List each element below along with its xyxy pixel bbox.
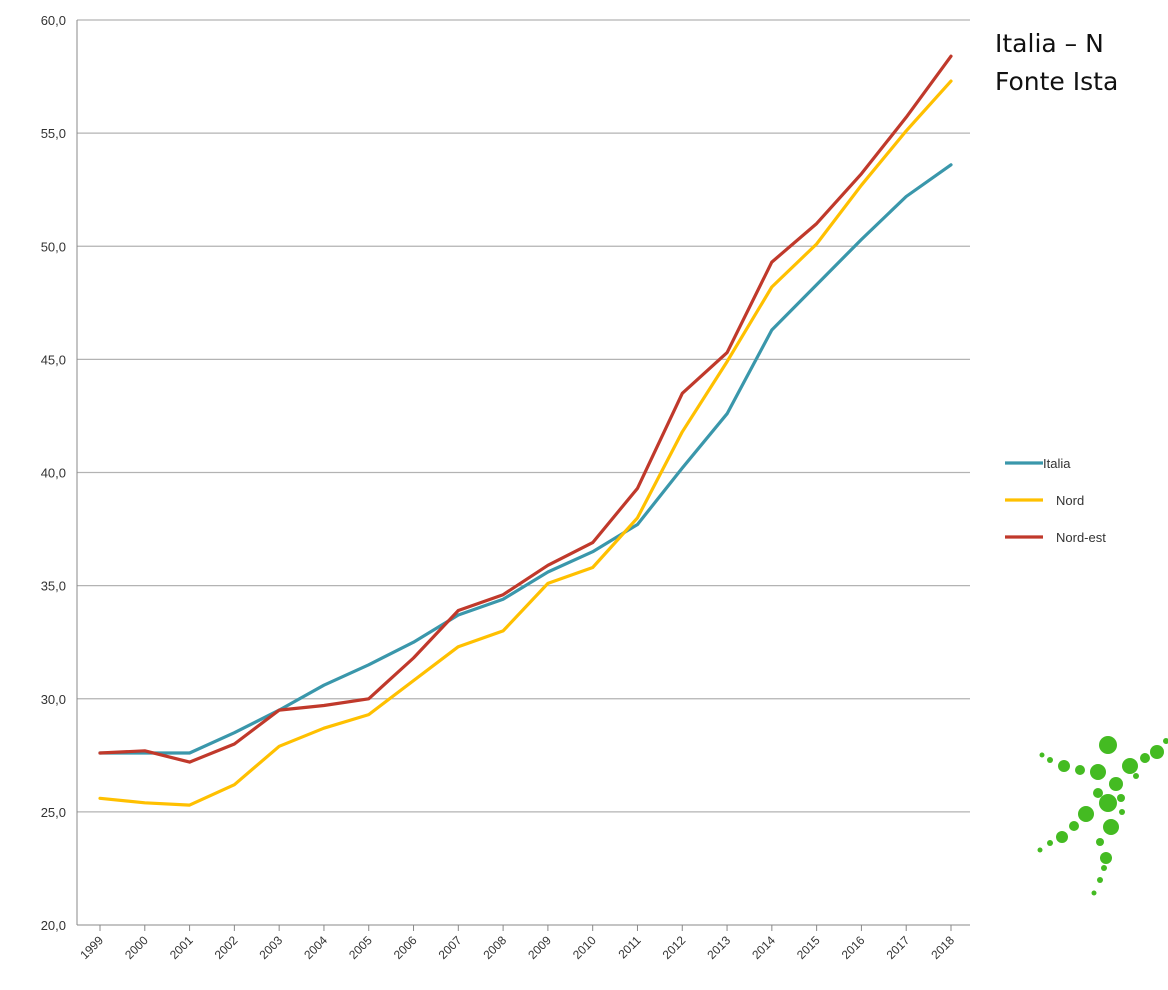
series-line-nord — [98, 79, 953, 807]
x-tick-label: 2003 — [256, 933, 285, 962]
chart-title: Italia – N Fonte Ista — [995, 29, 1118, 96]
x-tick-label: 2016 — [839, 933, 868, 962]
x-axis-tick-labels: 1999 2000 2001 2002 2003 2004 2005 2006 2007 2008… — [77, 925, 957, 962]
title-line-2: Fonte Ista — [995, 67, 1118, 96]
series-line-italia — [98, 163, 953, 755]
legend-label-italia: Italia — [1043, 456, 1071, 471]
x-tick-label: 1999 — [77, 933, 106, 962]
y-tick-label: 50,0 — [41, 239, 66, 254]
x-tick-label: 2013 — [704, 933, 733, 962]
x-tick-label: 2007 — [436, 933, 465, 962]
x-tick-label: 2010 — [570, 933, 599, 962]
x-tick-label: 2011 — [615, 933, 643, 961]
x-tick-label: 2008 — [480, 933, 509, 962]
x-tick-label: 2002 — [212, 933, 241, 962]
series-line-nord-est — [98, 54, 953, 764]
x-tick-label: 2012 — [660, 933, 689, 962]
green-figure-logo — [1037, 736, 1168, 896]
x-tick-label: 2006 — [391, 933, 420, 962]
y-tick-label: 45,0 — [41, 352, 66, 367]
legend-label-nord: Nord — [1056, 493, 1084, 508]
x-tick-label: 2004 — [301, 933, 330, 962]
x-tick-label: 2014 — [749, 933, 778, 962]
y-tick-label: 20,0 — [41, 918, 66, 933]
y-tick-label: 25,0 — [41, 805, 66, 820]
legend-label-nord-est: Nord-est — [1056, 530, 1106, 545]
legend: Italia Nord Nord-est — [1005, 456, 1106, 545]
y-tick-label: 40,0 — [41, 466, 66, 481]
x-tick-label: 2009 — [525, 933, 554, 962]
x-tick-label: 2000 — [122, 933, 151, 962]
x-tick-label: 2018 — [928, 933, 957, 962]
x-tick-label: 2005 — [346, 933, 375, 962]
grid-lines — [77, 19, 970, 813]
y-axis-tick-labels: 20,0 25,0 30,0 35,0 40,0 45,0 50,0 55,0 60,0 — [41, 13, 66, 933]
y-tick-label: 30,0 — [41, 692, 66, 707]
x-tick-label: 2015 — [794, 933, 823, 962]
y-tick-label: 60,0 — [41, 13, 66, 28]
y-tick-label: 35,0 — [41, 579, 66, 594]
x-tick-label: 2001 — [167, 933, 196, 962]
title-line-1: Italia – N — [995, 29, 1104, 58]
x-tick-label: 2017 — [884, 933, 913, 962]
data-series — [98, 54, 953, 807]
y-tick-label: 55,0 — [41, 126, 66, 141]
axes — [76, 20, 970, 926]
